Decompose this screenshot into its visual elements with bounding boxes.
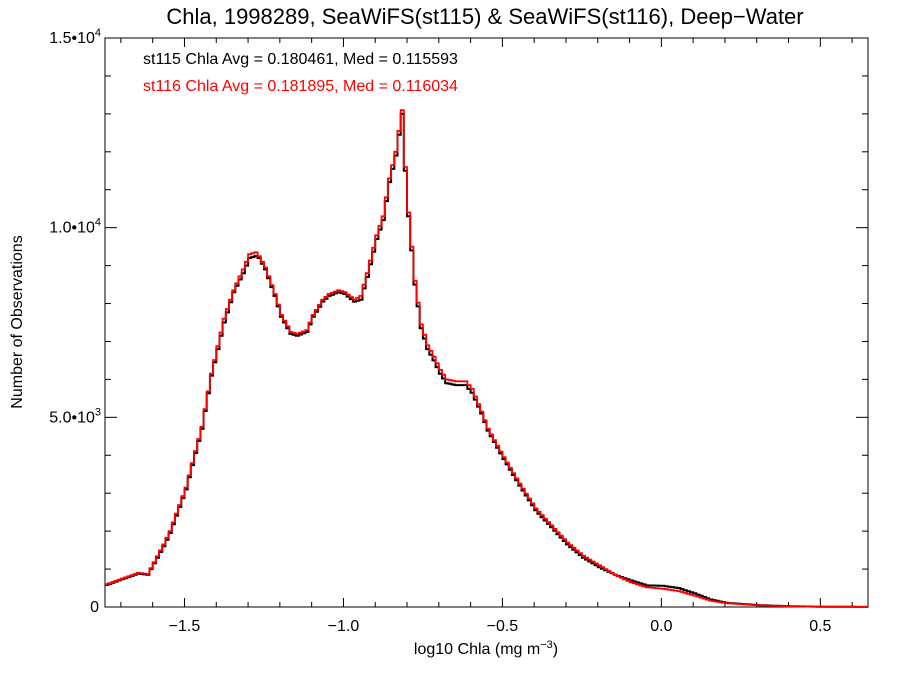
x-tick-label-1: −1.0 (328, 618, 360, 635)
annotation-2: st116 Chla Avg = 0.181895, Med = 0.11603… (143, 78, 458, 95)
y-tick-label-1: 5.0•103 (49, 406, 101, 426)
series-line-st116 (105, 109, 868, 608)
y-tick-label-2: 1.0•104 (49, 217, 101, 237)
x-tick-label-0: −1.5 (169, 618, 201, 635)
annotation-1: st115 Chla Avg = 0.180461, Med = 0.11559… (143, 51, 458, 68)
y-tick-label-3: 1.5•104 (49, 27, 101, 47)
y-tick-label-0: 0 (90, 599, 99, 616)
annotations: st115 Chla Avg = 0.180461, Med = 0.11559… (143, 51, 458, 95)
series-line-st115 (105, 112, 868, 608)
plot-frame (104, 37, 869, 608)
chart-title: Chla, 1998289, SeaWiFS(st115) & SeaWiFS(… (166, 4, 803, 29)
x-tick-label-2: −0.5 (487, 618, 519, 635)
y-axis-label: Number of Observations (9, 235, 26, 408)
series-group (105, 109, 868, 608)
axis-tick-labels: −1.5 −1.0 −0.5 0.0 0.5 0 5.0•103 1.0•104 1.5•104 (49, 27, 831, 635)
x-axis-label: log10 Chla (mg m−3) (414, 639, 558, 658)
x-tick-label-4: 0.5 (809, 618, 831, 635)
axis-ticks (105, 37, 868, 608)
x-tick-label-3: 0.0 (650, 618, 672, 635)
